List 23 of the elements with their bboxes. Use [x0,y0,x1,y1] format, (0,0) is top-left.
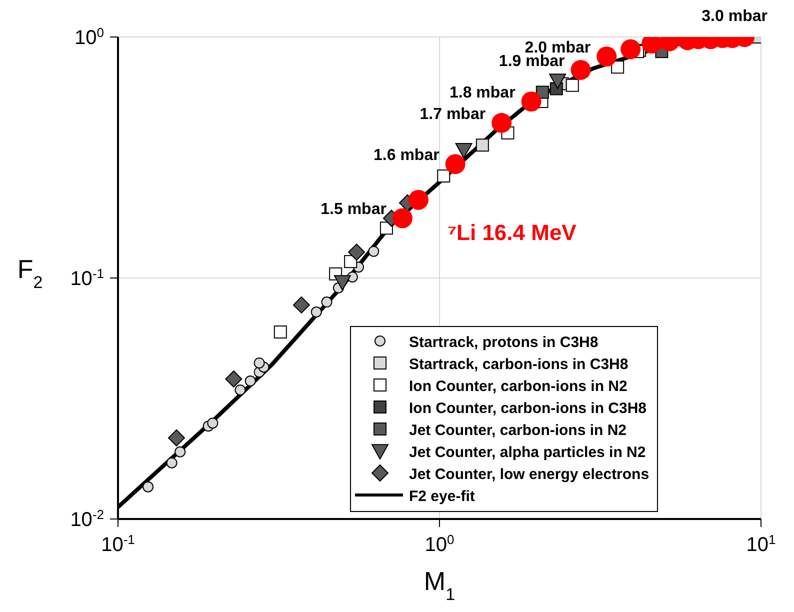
annotation: 1.5 mbar [320,201,386,218]
series-label: ⁷Li 16.4 MeV [447,220,577,246]
legend-label: Startrack, carbon-ions in C3H8 [409,356,628,372]
annotation: 1.7 mbar [420,106,486,123]
y-tick-label: 10$^{-1}$ [70,266,104,290]
legend-label: Jet Counter, alpha particles in N2 [409,444,646,460]
annotation: 1.6 mbar [374,147,440,164]
x-tick-label: 10$^{0}$ [424,532,454,556]
annotation: 1.8 mbar [449,84,516,102]
x-axis-title: M$_{1}$ [424,566,456,604]
legend-label: Ion Counter, carbon-ions in C3H8 [409,400,647,416]
y-axis-title: F$_{2}$ [17,254,43,292]
legend-label: Startrack, protons in C3H8 [409,334,598,350]
annotation: 3.0 mbar [702,8,768,25]
x-tick-label: 10$^{1}$ [746,532,776,556]
legend-label: Jet Counter, low energy electrons [409,466,650,482]
y-tick-label: 10$^{-2}$ [70,506,104,531]
legend-label: Ion Counter, carbon-ions in N2 [409,378,628,394]
annotation: 1.9 mbar [498,52,565,70]
legend-label: F2 eye-fit [409,488,475,504]
legend-label: Jet Counter, carbon-ions in N2 [409,422,627,438]
y-tick-label: 10$^{0}$ [74,24,104,49]
x-tick-label: 10$^{-1}$ [101,532,135,556]
